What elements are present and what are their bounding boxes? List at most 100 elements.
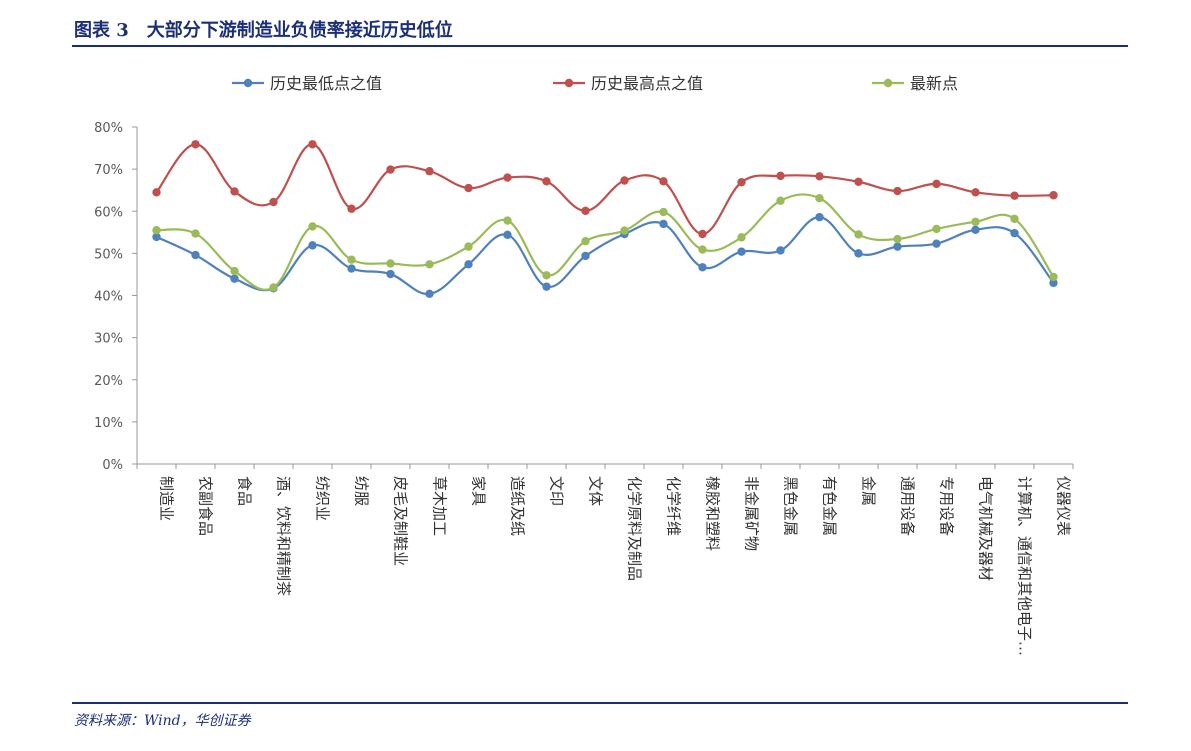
data-point (893, 242, 902, 251)
data-point (542, 282, 551, 291)
x-category-label: 非金属矿物 (743, 476, 761, 551)
data-point (347, 255, 356, 264)
x-category-label: 食品 (236, 476, 254, 506)
series-line (156, 193, 1055, 291)
x-category-label: 草木加工 (431, 476, 449, 536)
x-axis: 制造业 农副食品 食品 酒、饮料和精制茶 纺织业 纺服 皮毛及制鞋业 草木加工 家具 造纸及纸 文印… (136, 463, 1074, 656)
legend-label: 最新点 (910, 74, 958, 93)
data-point (1010, 228, 1019, 238)
data-point (698, 229, 707, 239)
data-point (581, 236, 590, 246)
data-point (737, 177, 746, 187)
series-line (155, 143, 1054, 236)
data-point (542, 271, 551, 280)
x-category-label: 电气机械及器材 (977, 476, 995, 581)
plot-area (152, 140, 1058, 299)
x-category-label: 制造业 (158, 476, 176, 521)
legend-marker (243, 78, 253, 88)
line-chart: 历史最低点之值 历史最高点之值 最新点 0% 10% 20% 30% 40% 50% 60% 70… (94, 74, 1074, 656)
data-point (191, 140, 200, 149)
data-point (659, 219, 668, 229)
x-category-label: 家具 (470, 476, 488, 506)
x-category-label: 纺服 (353, 476, 371, 506)
x-category-label: 通用设备 (899, 476, 917, 536)
y-axis: 0% 10% 20% 30% 40% 50% 60% 70% 80% (94, 121, 138, 473)
data-point (893, 234, 902, 244)
figure-title: 图表 3 大部分下游制造业负债率接近历史低位 (74, 20, 453, 41)
data-point (1010, 191, 1019, 200)
title-divider (72, 45, 1128, 47)
data-point (542, 177, 551, 186)
x-category-label: 化学原料及制品 (626, 476, 644, 581)
x-category-label: 橡胶和塑料 (704, 476, 722, 551)
series-group (152, 193, 1058, 292)
series-group (152, 140, 1058, 239)
data-point (230, 266, 239, 276)
data-point (152, 188, 161, 197)
x-category-label: 专用设备 (938, 476, 956, 536)
x-category-label: 文体 (587, 476, 605, 506)
data-point (269, 197, 278, 207)
data-point (971, 188, 980, 197)
y-tick-label: 20% (94, 374, 123, 389)
x-category-label: 文印 (548, 476, 566, 506)
data-point (425, 260, 434, 269)
data-point (971, 217, 980, 226)
data-point (347, 264, 356, 273)
data-point (737, 247, 746, 256)
data-point (425, 289, 434, 299)
x-category-label: 有色金属 (821, 476, 839, 536)
chart-legend: 历史最低点之值 历史最高点之值 最新点 (232, 74, 958, 93)
data-point (620, 226, 629, 235)
data-point (932, 224, 941, 234)
data-point (737, 233, 746, 242)
x-category-label: 农副食品 (197, 476, 215, 536)
data-point (503, 173, 512, 182)
x-category-label: 金属 (860, 476, 878, 506)
data-point (347, 204, 356, 213)
y-tick-label: 0% (102, 458, 123, 473)
data-point (1049, 278, 1058, 288)
x-category-label: 酒、饮料和精制茶 (275, 476, 293, 596)
data-point (581, 251, 590, 261)
y-tick-label: 50% (94, 247, 123, 262)
data-point (971, 225, 980, 234)
x-category-label: 仪器仪表 (1055, 476, 1073, 536)
data-point (230, 274, 239, 283)
data-point (152, 226, 161, 235)
data-point (269, 283, 278, 292)
data-point (815, 212, 824, 222)
x-category-label: 黑色金属 (782, 476, 800, 536)
x-category-label: 纺织业 (314, 476, 332, 521)
source-note: 资料来源：Wind，华创证券 (74, 713, 251, 729)
data-point (776, 246, 785, 255)
legend-marker (564, 78, 574, 88)
data-point (308, 241, 317, 250)
y-tick-label: 60% (94, 205, 123, 220)
x-category-label: 计算机、通信和其他电子… (1016, 476, 1034, 656)
y-tick-label: 70% (94, 163, 123, 178)
data-point (1010, 214, 1019, 224)
data-point (386, 165, 395, 174)
data-point (308, 222, 317, 231)
data-point (1049, 272, 1058, 282)
data-point (191, 250, 200, 260)
x-category-label: 化学纤维 (665, 476, 683, 536)
data-point (464, 242, 473, 251)
data-point (1049, 191, 1058, 200)
data-point (698, 245, 707, 254)
data-point (698, 263, 707, 272)
data-point (464, 260, 473, 269)
y-tick-label: 40% (94, 290, 123, 305)
data-point (659, 177, 668, 186)
data-point (620, 176, 629, 185)
series-group (152, 212, 1058, 299)
data-point (815, 193, 824, 203)
data-point (776, 196, 785, 205)
y-tick-label: 80% (94, 121, 123, 136)
data-point (893, 186, 902, 196)
data-point (776, 171, 785, 181)
x-category-label: 皮毛及制鞋业 (392, 476, 410, 566)
legend-label: 历史最高点之值 (591, 74, 703, 93)
data-point (503, 230, 512, 240)
